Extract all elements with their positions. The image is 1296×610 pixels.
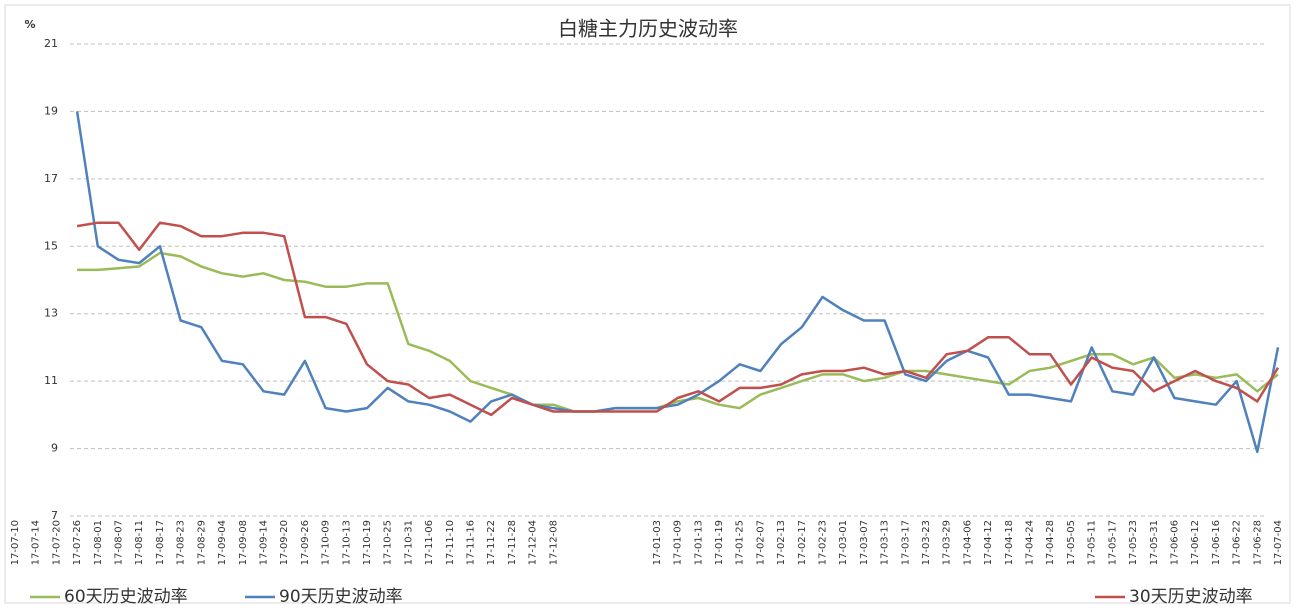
- x-tick-label: 17-01-09: [673, 520, 684, 565]
- chart-border: [4, 4, 1291, 604]
- x-tick-label: 17-09-08: [238, 520, 249, 565]
- x-tick-label: 17-01-03: [652, 520, 663, 565]
- x-tick-label: 17-02-07: [755, 520, 766, 565]
- series-line: [77, 251, 1279, 413]
- x-tick-label: 17-07-26: [72, 520, 83, 565]
- x-tick-label: 17-07-14: [31, 520, 42, 565]
- x-tick-label: 17-10-09: [321, 520, 332, 565]
- x-tick-label: 17-07-10: [10, 520, 21, 565]
- legend-label: 30天历史波动率: [1129, 587, 1253, 607]
- series-line: [76, 221, 1280, 417]
- x-tick-label: 17-06-06: [1169, 520, 1180, 565]
- x-tick-label: 17-06-16: [1211, 520, 1222, 565]
- x-tick-label: 17-01-13: [693, 520, 704, 565]
- x-tick-label: 17-08-11: [134, 520, 145, 565]
- x-tick-label: 17-10-31: [403, 520, 414, 565]
- x-tick-label: 17-08-23: [176, 520, 187, 565]
- x-tick-label: 17-03-29: [942, 520, 953, 565]
- x-tick-label: 17-10-19: [362, 520, 373, 565]
- x-tick-label: 17-07-04: [1273, 520, 1284, 565]
- x-tick-label: 17-06-12: [1190, 520, 1201, 565]
- x-tick-label: 17-11-28: [507, 520, 518, 565]
- x-tick-label: 17-01-19: [714, 520, 725, 565]
- y-tick-label: 21: [44, 37, 58, 50]
- x-tick-label: 17-05-31: [1149, 520, 1160, 565]
- x-tick-label: 17-09-14: [258, 520, 269, 565]
- y-tick-label: 11: [44, 374, 58, 387]
- x-tick-label: 17-04-28: [1045, 520, 1056, 565]
- x-tick-label: 17-01-25: [735, 520, 746, 565]
- x-tick-label: 17-08-29: [196, 520, 207, 565]
- x-tick-label: 17-08-07: [114, 520, 125, 565]
- y-tick-label: 9: [51, 442, 58, 455]
- x-tick-label: 17-03-17: [900, 520, 911, 565]
- y-axis-label: %: [24, 18, 35, 31]
- x-tick-label: 17-05-23: [1128, 520, 1139, 565]
- x-tick-label: 17-06-28: [1252, 520, 1263, 565]
- x-tick-label: 17-11-06: [424, 520, 435, 565]
- x-tick-label: 17-11-10: [445, 520, 456, 565]
- series-line: [75, 111, 1280, 454]
- y-tick-label: 15: [44, 239, 58, 252]
- x-tick-label: 17-08-01: [93, 520, 104, 565]
- y-tick-label: 13: [44, 307, 58, 320]
- x-tick-label: 17-03-01: [838, 520, 849, 565]
- x-tick-label: 17-10-13: [341, 520, 352, 565]
- x-tick-label: 17-03-13: [880, 520, 891, 565]
- x-tick-label: 17-04-24: [1025, 520, 1036, 565]
- x-tick-label: 17-02-17: [797, 520, 808, 565]
- x-tick-label: 17-04-06: [962, 520, 973, 565]
- chart-title: 白糖主力历史波动率: [558, 17, 738, 41]
- x-tick-label: 17-09-20: [279, 520, 290, 565]
- x-tick-label: 17-10-25: [383, 520, 394, 565]
- x-tick-label: 17-06-22: [1232, 520, 1243, 565]
- x-tick-label: 17-12-04: [528, 520, 539, 565]
- x-tick-label: 17-03-07: [859, 520, 870, 565]
- x-tick-label: 17-09-04: [217, 520, 228, 565]
- x-tick-label: 17-11-16: [466, 520, 477, 565]
- y-tick-label: 17: [44, 172, 58, 185]
- x-tick-label: 17-04-12: [983, 520, 994, 565]
- y-tick-label: 7: [51, 509, 58, 522]
- x-tick-label: 17-02-23: [817, 520, 828, 565]
- x-tick-label: 17-12-08: [548, 520, 559, 565]
- x-tick-label: 17-05-05: [1066, 520, 1077, 565]
- x-tick-label: 17-11-22: [486, 520, 497, 565]
- x-tick-label: 17-05-17: [1107, 520, 1118, 565]
- y-tick-label: 19: [44, 104, 58, 117]
- x-tick-label: 17-08-17: [155, 520, 166, 565]
- x-tick-label: 17-09-26: [300, 520, 311, 565]
- x-tick-label: 17-02-13: [776, 520, 787, 565]
- x-tick-label: 17-03-23: [921, 520, 932, 565]
- x-tick-label: 17-05-11: [1087, 520, 1098, 565]
- x-tick-label: 17-04-18: [1004, 520, 1015, 565]
- legend-label: 60天历史波动率: [64, 587, 188, 607]
- x-tick-label: 17-07-20: [51, 520, 62, 565]
- legend-label: 90天历史波动率: [279, 587, 403, 607]
